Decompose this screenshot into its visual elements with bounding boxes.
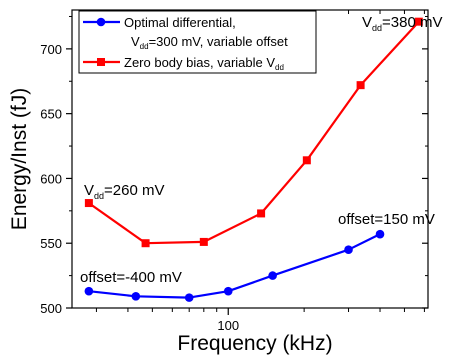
data-point — [141, 239, 150, 248]
y-axis: 500 550 600 650 700 — [40, 15, 428, 316]
legend-label-red: Zero body bias, variable Vdd — [124, 55, 284, 72]
data-point — [344, 245, 353, 254]
data-point — [84, 199, 93, 208]
y-tick-label: 700 — [40, 42, 62, 57]
x-tick-label: 100 — [217, 318, 239, 333]
series-line-0 — [88, 233, 381, 299]
y-tick-label: 500 — [40, 301, 62, 316]
annotation-vdd-260: Vdd=260 mV — [84, 182, 165, 201]
x-axis-label: Frequency (kHz) — [177, 332, 332, 355]
annotation-offset-150: offset=150 mV — [338, 211, 435, 228]
legend-label-blue-line2: Vdd=300 mV, variable offset — [131, 34, 288, 51]
series-layer — [84, 17, 423, 302]
legend-marker-red — [97, 58, 105, 66]
y-tick-label: 600 — [40, 171, 62, 186]
data-point — [356, 81, 365, 90]
y-axis-label: Energy/Inst (fJ) — [8, 88, 31, 230]
annotation-vdd-380: Vdd=380 mV — [362, 14, 443, 33]
legend: Optimal differential, Vdd=300 mV, variab… — [78, 10, 317, 74]
data-point — [302, 156, 311, 165]
annotation-offset-minus-400: offset=-400 mV — [80, 269, 182, 286]
legend-label-blue-line1: Optimal differential, — [124, 15, 236, 30]
plot-frame — [71, 9, 429, 309]
data-point — [184, 293, 194, 302]
data-point — [131, 292, 141, 301]
data-point — [375, 229, 385, 239]
data-point — [199, 237, 208, 246]
data-point — [414, 17, 423, 26]
legend-marker-blue — [96, 17, 106, 27]
y-tick-label: 650 — [40, 107, 62, 122]
data-point — [268, 271, 277, 280]
data-point — [257, 209, 266, 218]
data-point — [223, 286, 233, 296]
y-tick-label: 550 — [40, 236, 62, 251]
data-point — [84, 286, 94, 296]
